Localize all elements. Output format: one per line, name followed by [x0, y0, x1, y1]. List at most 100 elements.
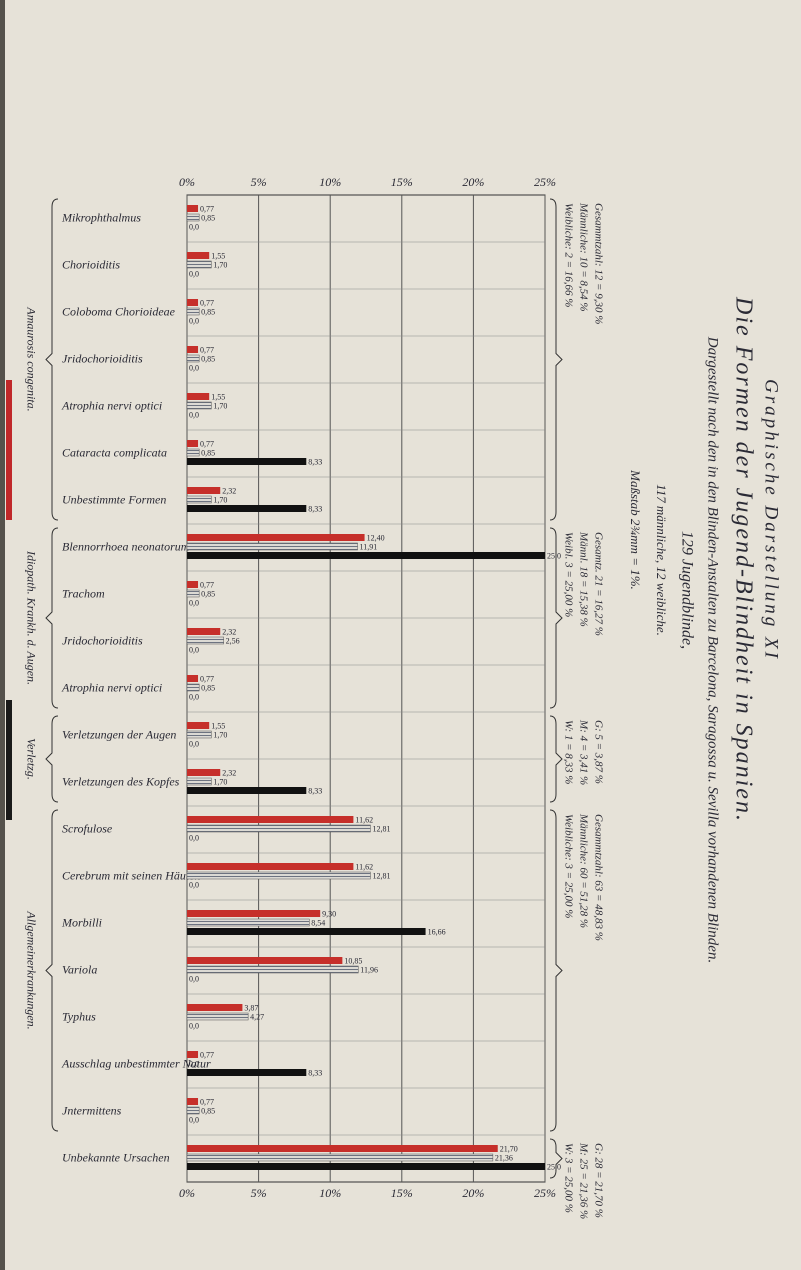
bar: [187, 393, 210, 400]
group-note: W: 1 = 8,33 %: [562, 720, 574, 784]
value-label: 0,77: [200, 1050, 214, 1059]
bar: [187, 1145, 498, 1152]
x-tick-label: 0%: [179, 1186, 195, 1200]
group-label: Verletzg.: [24, 738, 38, 780]
group-brace: [45, 527, 59, 709]
x-tick-label: 10%: [319, 175, 341, 189]
binding-tab: [6, 380, 12, 520]
group-note: G: 5 = 3,87 %: [592, 720, 604, 784]
value-label: 25,0: [547, 551, 561, 560]
bar: [187, 1069, 307, 1076]
bar: [186, 777, 212, 786]
value-label: 0,0: [189, 692, 199, 701]
value-label: 0,0: [189, 645, 199, 654]
group-note: Gesammtzahl: 12 = 9,30 %: [592, 203, 604, 324]
value-label: 0,77: [200, 674, 214, 683]
chart-title: Graphische Darstellung XI: [761, 379, 782, 661]
bar: [187, 722, 210, 729]
group-brace: [45, 809, 59, 1132]
category-label: Jntermittens: [62, 1103, 122, 1117]
bar: [187, 957, 343, 964]
value-label: 0,0: [189, 1115, 199, 1124]
bar: [187, 628, 221, 635]
bar: [186, 636, 224, 645]
value-label: 4,27: [250, 1012, 264, 1021]
value-label: 0,77: [200, 1097, 214, 1106]
bar: [186, 354, 200, 363]
bar: [186, 213, 200, 222]
bar: [187, 1163, 545, 1170]
value-label: 12,81: [372, 824, 390, 833]
bar: [186, 448, 200, 457]
category-label: Cerebrum mit seinen Häuten: [62, 868, 201, 882]
category-label: Atrophia nervi optici: [61, 398, 162, 412]
group-brace: [45, 715, 59, 803]
value-label: 0,0: [189, 363, 199, 372]
group-note: Weibliche: 3 = 25,00 %: [562, 814, 574, 918]
x-tick-label: 20%: [462, 175, 484, 189]
value-label: 0,85: [201, 1106, 215, 1115]
value-label: 3,87: [244, 1003, 258, 1012]
group-brace: [45, 198, 59, 521]
value-label: 0,85: [201, 354, 215, 363]
note-brace: [549, 198, 563, 521]
bar: [187, 816, 354, 823]
bar: [186, 542, 358, 551]
value-label: 16,66: [428, 927, 446, 936]
bar: [187, 910, 321, 917]
value-label: 0,77: [200, 298, 214, 307]
value-label: 0,85: [201, 307, 215, 316]
value-label: 0,0: [189, 1059, 199, 1068]
value-label: 25,0: [547, 1162, 561, 1171]
value-label: 21,36: [495, 1153, 513, 1162]
category-label: Unbestimmte Formen: [62, 492, 166, 506]
value-label: 0,77: [200, 439, 214, 448]
group-note: Männliche: 60 = 51,28 %: [577, 813, 589, 928]
value-label: 0,0: [189, 833, 199, 842]
x-tick-label: 0%: [179, 175, 195, 189]
value-label: 2,32: [222, 768, 236, 777]
note-brace: [549, 527, 563, 709]
category-label: Ausschlag unbestimmter Natur: [61, 1056, 211, 1070]
value-label: 0,0: [189, 739, 199, 748]
group-note: Gesammtzahl: 63 = 48,83 %: [592, 814, 604, 941]
bar: [187, 581, 199, 588]
value-label: 0,77: [200, 345, 214, 354]
value-label: 0,85: [201, 589, 215, 598]
value-label: 11,62: [355, 815, 373, 824]
value-label: 1,70: [213, 495, 227, 504]
category-label: Trachom: [62, 586, 105, 600]
bar: [186, 730, 212, 739]
binding-edge: [0, 0, 5, 1270]
bar: [187, 440, 199, 447]
bar: [186, 589, 200, 598]
bar: [187, 928, 426, 935]
value-label: 2,32: [222, 486, 236, 495]
group-note: Weibliche: 2 = 16,66 %: [562, 203, 574, 307]
x-tick-label: 5%: [251, 1186, 267, 1200]
value-label: 0,85: [201, 448, 215, 457]
bar: [186, 965, 359, 974]
x-tick-label: 15%: [391, 1186, 413, 1200]
group-note: Männliche: 10 = 8,54 %: [577, 202, 589, 312]
bar: [187, 787, 307, 794]
group-note: W: 3 = 25,00 %: [562, 1143, 574, 1213]
value-label: 0,0: [189, 880, 199, 889]
group-note: M: 25 = 21,36 %: [577, 1142, 589, 1219]
category-label: Atrophia nervi optici: [61, 680, 162, 694]
bar: [187, 487, 221, 494]
x-tick-label: 20%: [462, 1186, 484, 1200]
bar: [187, 675, 199, 682]
value-label: 1,70: [213, 777, 227, 786]
bar: [186, 1106, 200, 1115]
binding-tab: [6, 700, 12, 820]
bar: [186, 918, 310, 927]
value-label: 11,91: [360, 542, 378, 551]
value-label: 21,70: [500, 1144, 518, 1153]
category-label: Jridochorioiditis: [62, 633, 143, 647]
value-label: 9,30: [322, 909, 336, 918]
group-label: Amaurosis congenita.: [24, 306, 38, 411]
bar: [186, 495, 212, 504]
